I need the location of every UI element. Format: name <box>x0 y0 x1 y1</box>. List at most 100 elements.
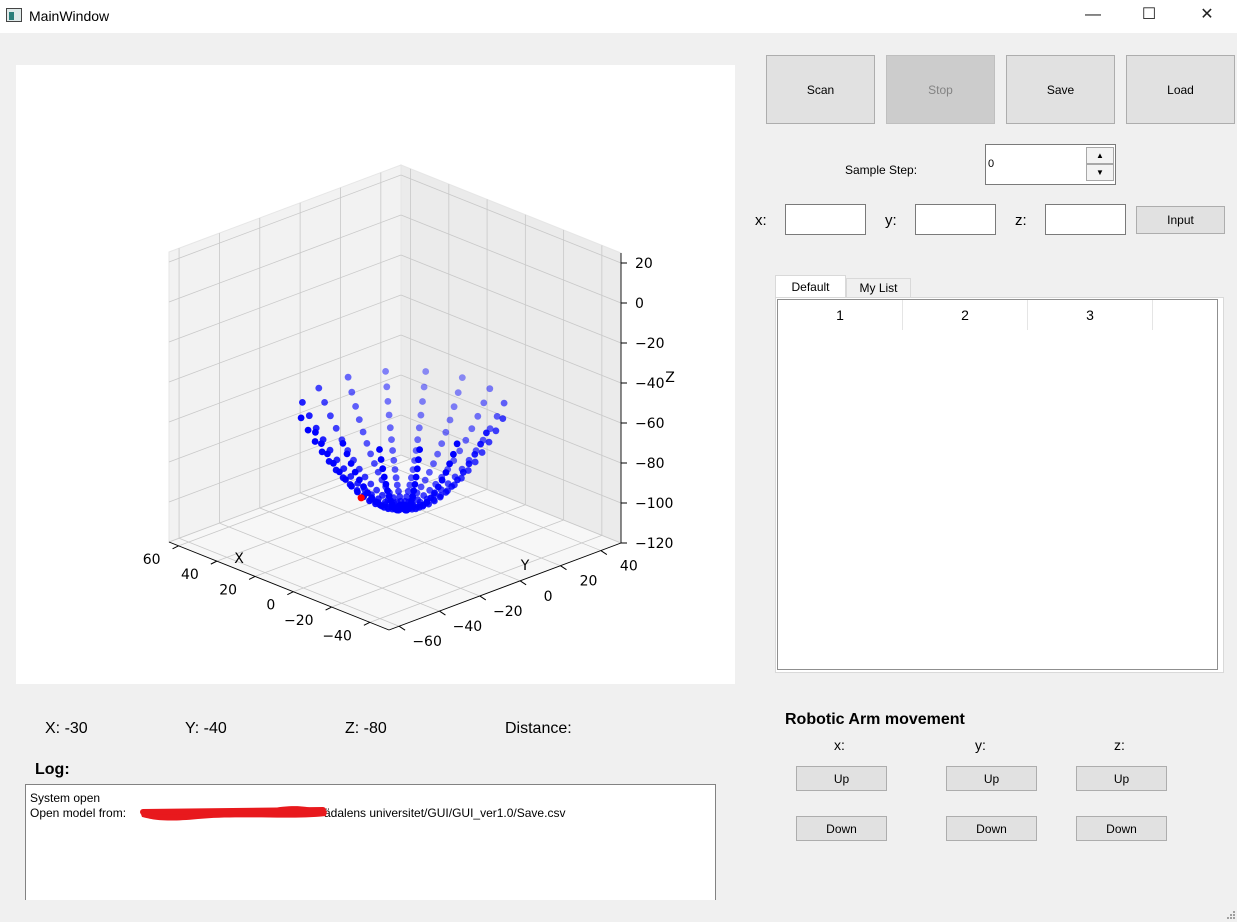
data-point <box>492 427 500 435</box>
data-point <box>348 388 356 396</box>
minimize-button[interactable]: — <box>1085 6 1101 23</box>
data-point <box>427 494 435 502</box>
grid-line <box>299 492 521 582</box>
data-point <box>332 424 340 432</box>
data-point <box>348 482 355 490</box>
data-point <box>420 383 428 391</box>
data-point <box>385 411 393 419</box>
x-up-button[interactable]: Up <box>796 766 887 791</box>
grid-line <box>293 504 526 593</box>
z-down-button[interactable]: Down <box>1076 816 1167 841</box>
y-input-field[interactable] <box>915 204 996 235</box>
y-up-button[interactable]: Up <box>946 766 1037 791</box>
data-point <box>304 426 312 434</box>
input-button[interactable]: Input <box>1136 206 1225 234</box>
z-tick-label: −40 <box>635 376 665 392</box>
data-point <box>347 473 355 480</box>
y-tick <box>479 595 487 601</box>
grid-line <box>178 458 411 547</box>
data-point <box>417 411 425 419</box>
x-tick <box>172 545 179 550</box>
sample-step-value[interactable]: 0 <box>988 158 995 170</box>
z-input-field[interactable] <box>1045 204 1126 235</box>
data-point <box>343 450 351 458</box>
stop-button[interactable]: Stop <box>886 55 995 124</box>
column-header-1[interactable]: 1 <box>778 300 903 330</box>
x-tick-label: −20 <box>284 613 314 629</box>
grid-line <box>331 519 564 608</box>
data-point <box>321 399 328 406</box>
data-point <box>477 440 484 448</box>
data-point <box>318 440 325 447</box>
data-point <box>297 414 305 422</box>
robot-z-label: z: <box>1114 737 1125 753</box>
readout-z: Z: -80 <box>345 720 387 737</box>
grid-line <box>400 334 622 424</box>
close-button[interactable]: ✕ <box>1200 6 1214 23</box>
x-input-field[interactable] <box>785 204 866 235</box>
data-point <box>480 399 488 407</box>
data-table[interactable] <box>777 299 1218 670</box>
grid-line <box>168 334 402 423</box>
x-axis-label: X <box>234 551 244 567</box>
data-point <box>434 483 442 491</box>
data-point <box>438 440 446 447</box>
x-tick-label: 60 <box>143 552 161 568</box>
y-down-button[interactable]: Down <box>946 816 1037 841</box>
grid-line <box>219 522 440 612</box>
data-point <box>434 450 441 458</box>
x-down-button[interactable]: Down <box>796 816 887 841</box>
column-header-2[interactable]: 2 <box>903 300 1028 330</box>
data-point <box>299 399 306 406</box>
data-point <box>360 483 367 491</box>
resize-grip-icon[interactable] <box>1226 910 1236 920</box>
grid-line <box>168 214 402 303</box>
grid-line <box>168 174 402 263</box>
data-point <box>315 384 323 392</box>
data-point <box>376 446 383 453</box>
tab-my-list[interactable]: My List <box>846 278 911 297</box>
log-textbox[interactable] <box>25 784 716 900</box>
x-tick-label: 0 <box>266 598 275 614</box>
readout-distance: Distance: <box>505 720 572 737</box>
data-point <box>344 373 352 381</box>
data-point <box>385 492 393 500</box>
data-point <box>324 450 331 458</box>
data-point <box>367 480 375 488</box>
data-point <box>412 473 420 481</box>
title-bar <box>0 0 1237 33</box>
y-tick-label: −20 <box>493 604 523 620</box>
spin-down-icon[interactable]: ▼ <box>1086 164 1114 181</box>
plot-canvas[interactable]: −40 −20 0 20 40 60 −60 −40 −20 0 20 40 20 0 −20 −40 −60 −… <box>16 65 735 684</box>
data-point <box>351 468 359 476</box>
data-point <box>379 465 387 473</box>
x-tick-label: −40 <box>322 628 352 644</box>
y-tick <box>439 610 446 616</box>
save-button[interactable]: Save <box>1006 55 1115 124</box>
data-point <box>410 487 418 495</box>
scan-button[interactable]: Scan <box>766 55 875 124</box>
data-point <box>386 424 394 432</box>
robotic-arm-title: Robotic Arm movement <box>785 711 965 728</box>
data-point <box>318 448 326 456</box>
data-point <box>456 447 464 455</box>
column-header-3[interactable]: 3 <box>1028 300 1153 330</box>
x-tick <box>248 575 256 580</box>
data-point <box>377 456 385 463</box>
data-point <box>404 487 412 495</box>
data-point <box>446 416 454 424</box>
maximize-button[interactable]: ☐ <box>1141 6 1157 23</box>
readout-x: X: -30 <box>45 720 88 737</box>
data-point <box>347 460 355 467</box>
data-point <box>411 481 419 488</box>
tab-default[interactable]: Default <box>775 275 846 297</box>
data-point <box>361 473 369 481</box>
z-up-button[interactable]: Up <box>1076 766 1167 791</box>
load-button[interactable]: Load <box>1126 55 1235 124</box>
spin-up-icon[interactable]: ▲ <box>1086 147 1114 164</box>
data-point <box>383 383 391 391</box>
data-point <box>478 449 486 456</box>
data-point <box>500 399 508 407</box>
grid-line <box>168 374 402 463</box>
log-line: ädalens universitet/GUI/GUI_ver1.0/Save.… <box>324 806 566 820</box>
